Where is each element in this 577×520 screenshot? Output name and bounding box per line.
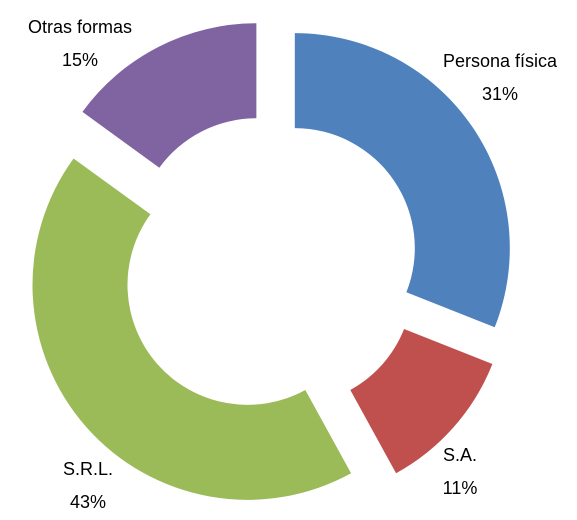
donut-slice	[350, 329, 493, 474]
slice-label: Otras formas	[28, 17, 132, 37]
slice-label: S.A.	[443, 445, 477, 465]
slice-value: 15%	[62, 50, 98, 70]
slice-value: 11%	[443, 478, 478, 498]
donut-slice	[82, 23, 257, 168]
donut-slice	[294, 33, 510, 328]
slice-label: S.R.L.	[63, 459, 113, 479]
slice-value: 31%	[482, 84, 518, 104]
slice-value: 43%	[70, 492, 106, 512]
slice-label: Persona física	[443, 51, 558, 71]
donut-slice	[32, 158, 352, 500]
